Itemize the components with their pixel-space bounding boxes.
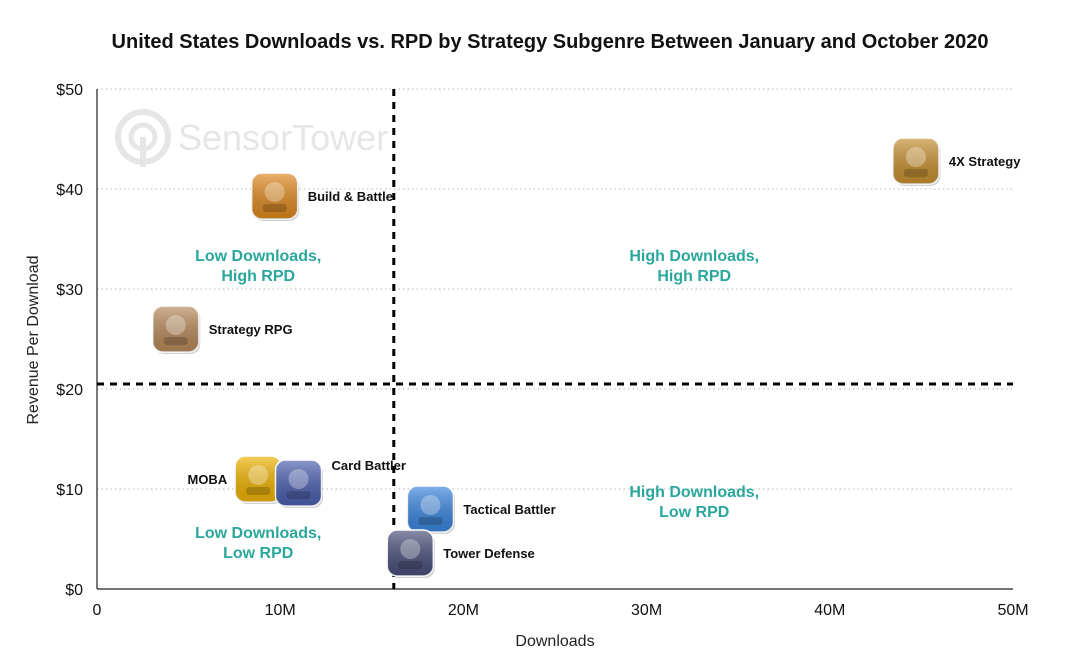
quadrant-label: High Downloads, Low RPD	[629, 484, 759, 521]
quadrant-label: Low Downloads, High RPD	[195, 248, 321, 285]
data-point-tactical-battler: Tactical Battler	[406, 485, 556, 534]
data-point-moba: MOBA	[187, 455, 283, 504]
y-tick-label: $30	[56, 282, 83, 299]
tactical-battler-game-icon	[406, 485, 455, 534]
y-tick-label: $0	[65, 582, 83, 599]
point-label: Build & Battle	[308, 189, 393, 204]
y-tick-label: $10	[56, 482, 83, 499]
x-axis-label: Downloads	[515, 633, 594, 650]
data-point-tower-defense: Tower Defense	[386, 529, 535, 578]
4x-strategy-game-icon	[892, 137, 941, 186]
quadrant-label: High Downloads, High RPD	[629, 248, 759, 285]
point-label: MOBA	[187, 472, 227, 487]
point-label: 4X Strategy	[949, 154, 1021, 169]
data-point-build-and-battle: Build & Battle	[250, 172, 393, 221]
x-tick-label: 20M	[448, 602, 479, 619]
moba-game-icon	[234, 455, 283, 504]
card-battler-game-icon	[274, 459, 324, 508]
data-point-4x-strategy: 4X Strategy	[892, 137, 1021, 186]
y-axis-label: Revenue Per Download	[25, 256, 42, 425]
watermark: SensorTower	[115, 109, 388, 167]
x-tick-label: 30M	[631, 602, 662, 619]
x-tick-label: 10M	[265, 602, 296, 619]
watermark-text: SensorTower	[178, 117, 388, 158]
quadrant-labels: Low Downloads, High RPD High Downloads, Hig…	[195, 248, 759, 562]
chart-title: United States Downloads vs. RPD by Strat…	[112, 31, 989, 53]
quadrant-dividers	[97, 89, 1013, 589]
y-tick-label: $40	[56, 182, 83, 199]
axes: $0 $10 $20 $30 $40 $50 0 10M 20M 30M 40M 50M	[56, 82, 1028, 619]
data-points: 4X Strategy Build & Battle Strategy RPG MOB…	[152, 137, 1021, 578]
y-tick-label: $20	[56, 382, 83, 399]
point-label: Tower Defense	[443, 546, 535, 561]
build-and-battle-game-icon	[250, 172, 300, 221]
tower-defense-game-icon	[386, 529, 435, 578]
point-label: Tactical Battler	[463, 502, 555, 517]
sensor-tower-logo-icon	[115, 109, 171, 167]
point-label: Strategy RPG	[209, 322, 293, 337]
x-tick-label: 0	[93, 602, 102, 619]
point-label: Card Battler	[332, 458, 406, 473]
x-tick-label: 50M	[997, 602, 1028, 619]
quadrant-label: Low Downloads, Low RPD	[195, 525, 321, 562]
x-tick-label: 40M	[814, 602, 845, 619]
data-point-strategy-rpg: Strategy RPG	[152, 305, 293, 354]
data-point-card-battler: Card Battler	[274, 458, 406, 508]
strategy-rpg-game-icon	[152, 305, 201, 354]
y-tick-label: $50	[56, 82, 83, 99]
